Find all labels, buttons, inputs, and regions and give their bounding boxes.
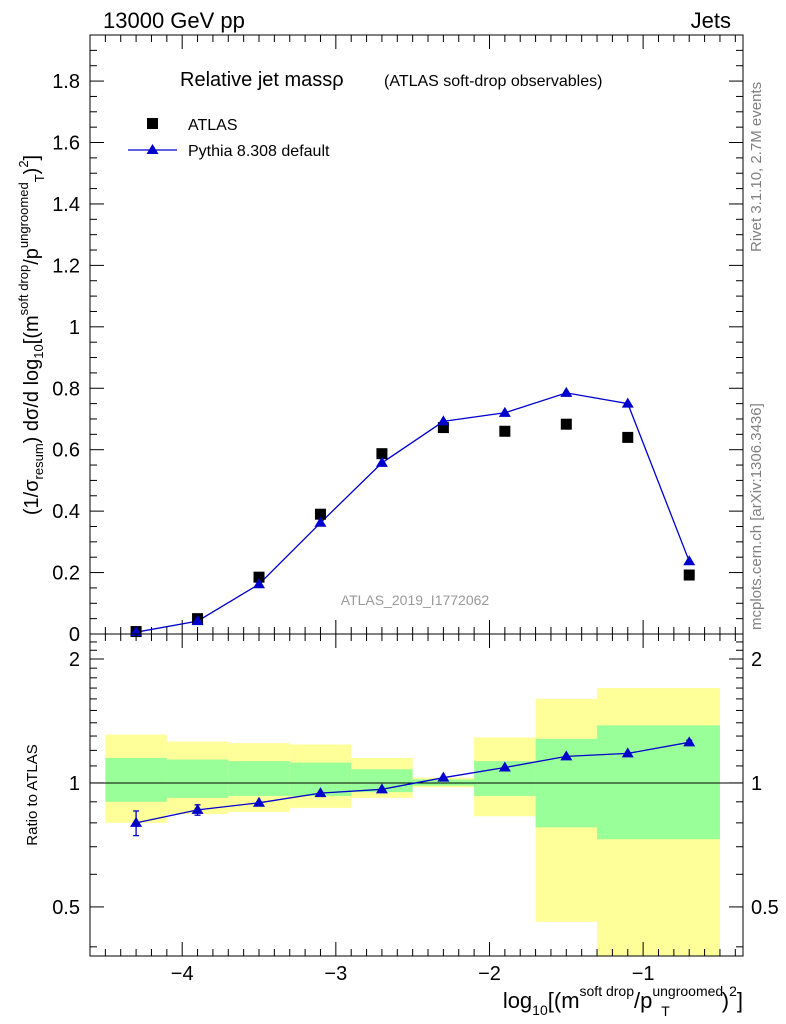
x-tick-label: −3	[324, 963, 347, 985]
ratio-axis-ticks	[90, 634, 743, 956]
ratio-pythia-point	[130, 816, 143, 827]
ratio-x-tick-labels: −4 −3 −2 −1	[171, 963, 655, 985]
pythia-point	[191, 615, 204, 626]
header-process-label: Jets	[691, 8, 731, 33]
main-panel: 0 0.2 0.4 0.6 0.8 1 1.2 1.4 1.6 1.8 Relative jet …	[16, 34, 744, 646]
main-marks	[130, 386, 696, 638]
ratio-pythia-point	[683, 736, 696, 747]
pythia-point	[560, 386, 573, 397]
ratio-pythia-point	[621, 747, 634, 758]
main-y-axis-label: (1/σresum) dσ/d log10[(msoft drop/pungro…	[16, 155, 47, 515]
plot-title: Relative jet massρ	[180, 69, 344, 91]
atlas-point	[437, 422, 449, 434]
ratio-pythia-point	[375, 783, 388, 794]
ratio-y-tick-label: 2	[69, 649, 80, 671]
ratio-uncertainty-bands	[90, 688, 743, 956]
header-energy-label: 13000 GeV pp	[103, 8, 245, 33]
pythia-point	[683, 555, 696, 566]
atlas-point	[622, 431, 634, 443]
ratio-y-tick-label-right: 0.5	[751, 897, 779, 919]
ratio-band-inner	[228, 761, 290, 796]
x-tick-label: −1	[632, 963, 655, 985]
ratio-pythia-point	[560, 750, 573, 761]
main-y-tick-label: 1.8	[52, 71, 80, 93]
atlas-point	[376, 448, 388, 460]
pythia-line	[135, 392, 690, 633]
mcplots-label: mcplots.cern.ch [arXiv:1306.3436]	[748, 403, 765, 630]
x-tick-label: −4	[171, 963, 194, 985]
pythia-point	[253, 578, 266, 589]
main-y-tick-label: 0.6	[52, 440, 80, 462]
pythia-point	[437, 415, 450, 426]
ratio-band-inner	[166, 759, 229, 798]
x-tick-label: −2	[478, 963, 501, 985]
ratio-pythia-line	[135, 741, 690, 824]
ratio-y-tick-label: 0.5	[52, 897, 80, 919]
atlas-point	[499, 425, 511, 437]
atlas-point	[560, 418, 572, 430]
legend-pythia-label: Pythia 8.308 default	[188, 143, 330, 160]
ratio-pythia-point	[191, 803, 204, 814]
ratio-pythia-point	[498, 761, 511, 772]
main-axis-ticks	[90, 34, 743, 635]
ratio-pythia-point	[314, 787, 327, 798]
pythia-point	[498, 406, 511, 417]
plot-subtitle: (ATLAS soft-drop observables)	[384, 73, 602, 90]
main-y-tick-label: 1	[69, 317, 80, 339]
ratio-pythia-point	[437, 771, 450, 782]
main-y-tick-label: 0	[69, 624, 80, 646]
ratio-y-tick-label: 1	[69, 773, 80, 795]
rivet-version-label: Rivet 3.1.10, 2.7M events	[748, 82, 765, 252]
atlas-point	[683, 569, 695, 581]
ratio-frame	[89, 633, 744, 957]
atlas-point	[314, 508, 326, 520]
ratio-y-tick-label-right: 1	[751, 773, 762, 795]
main-y-tick-labels: 0 0.2 0.4 0.6 0.8 1 1.2 1.4 1.6 1.8	[52, 71, 80, 646]
main-y-tick-label: 0.4	[52, 501, 80, 523]
legend-atlas-label: ATLAS	[188, 117, 238, 134]
main-y-tick-label: 1.2	[52, 255, 80, 277]
analysis-watermark: ATLAS_2019_I1772062	[341, 592, 490, 608]
pythia-point	[621, 397, 634, 408]
ratio-y-tick-labels-right: 0.5 1 2	[751, 649, 779, 919]
atlas-point	[253, 571, 265, 583]
legend-atlas-marker	[147, 118, 158, 129]
legend: ATLAS Pythia 8.308 default	[128, 117, 330, 160]
ratio-marks	[130, 736, 696, 837]
ratio-y-tick-label-right: 2	[751, 649, 762, 671]
ratio-panel: 0.5 1 2 0.5 1 2 −4 −3 −2 −1 Ratio to ATLAS log1…	[24, 633, 779, 1019]
main-y-tick-label: 0.2	[52, 563, 80, 585]
ratio-band-inner	[597, 725, 659, 840]
ratio-band-inner	[105, 757, 167, 802]
ratio-pythia-point	[253, 796, 266, 807]
main-y-tick-label: 1.6	[52, 133, 80, 155]
pythia-point	[375, 456, 388, 467]
main-y-tick-label: 1.4	[52, 194, 80, 216]
main-y-tick-label: 0.8	[52, 378, 80, 400]
legend-pythia-marker	[146, 144, 159, 154]
x-axis-label: log10[(msoft drop/pungroomed T)2]	[503, 983, 743, 1019]
pythia-point	[314, 516, 327, 527]
ratio-y-tick-labels: 0.5 1 2	[52, 649, 80, 919]
ratio-y-axis-label: Ratio to ATLAS	[24, 744, 41, 845]
